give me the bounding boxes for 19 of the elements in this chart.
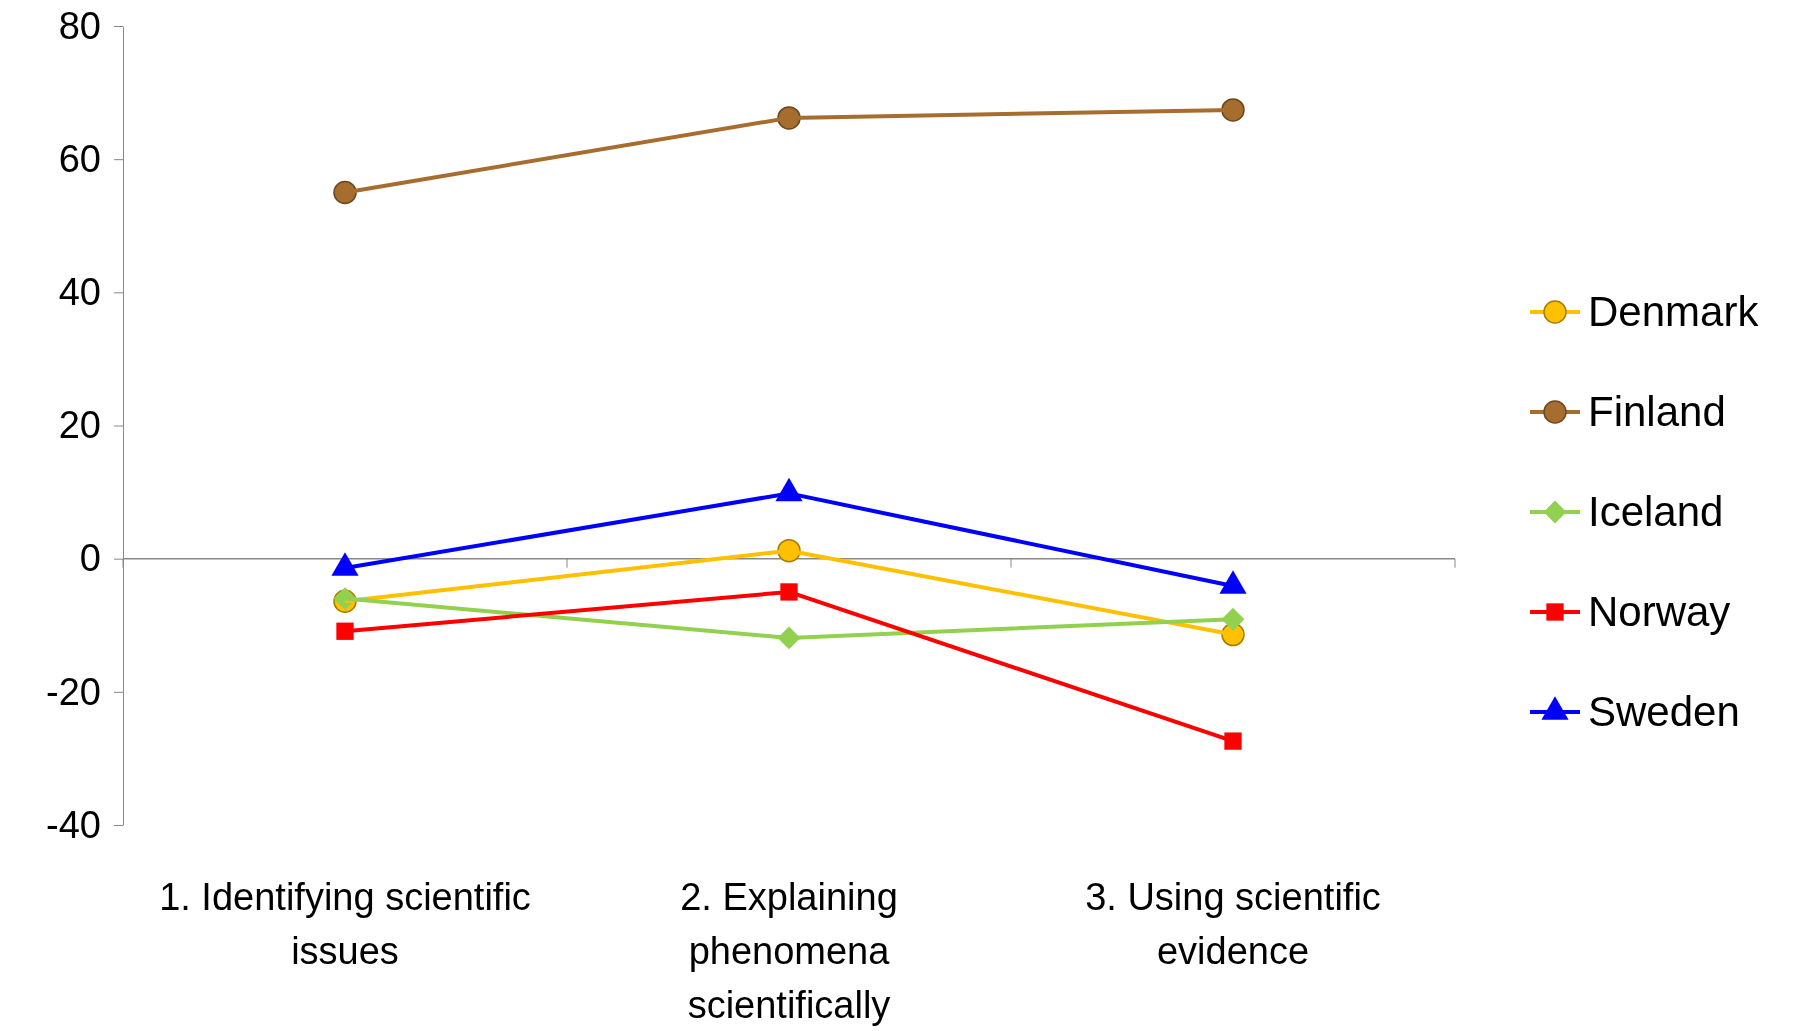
y-tick-label: -40 [46,803,101,846]
legend-label: Denmark [1588,288,1760,335]
y-tick-label: 80 [58,4,101,47]
y-tick-label: 40 [58,270,101,313]
point [1221,98,1245,122]
x-tick-label: 1. Identifying scientific issues [159,876,531,972]
point [336,622,354,640]
x-tick-label: 3. Using scientific evidence [1085,876,1381,972]
legend-label: Norway [1588,588,1731,635]
x-tick-label: 2. Explaining phenomena scientifically [680,876,898,1026]
legend-label: Finland [1588,388,1726,435]
legend-label: Sweden [1588,688,1740,735]
y-tick-label: -20 [46,670,101,713]
point [1224,732,1242,750]
y-tick-label: 0 [79,537,101,580]
point [333,180,357,205]
legend-label: Iceland [1588,488,1724,535]
y-tick-label: 20 [58,404,101,447]
y-tick-label: 60 [58,137,101,180]
